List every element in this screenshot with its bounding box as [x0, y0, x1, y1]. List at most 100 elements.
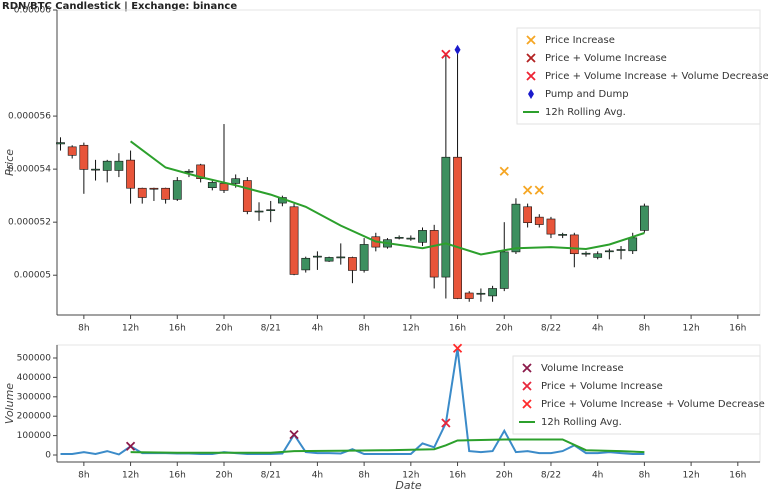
legend-label: Price + Volume Increase: [545, 53, 667, 64]
candle-body: [137, 187, 147, 198]
candle-body: [429, 230, 439, 278]
x-tick-label: 20h: [215, 324, 232, 334]
x-tick-label: 16h: [729, 324, 746, 334]
rolling-avg-line: [130, 140, 645, 256]
y-tick-label: 500000: [17, 354, 52, 364]
candle-body: [476, 292, 486, 295]
candle-body: [149, 187, 159, 190]
legend-box: [516, 27, 761, 125]
y-axis-label: Volume: [3, 383, 16, 424]
x-tick-label: 12h: [402, 324, 419, 334]
y-tick-label: 400000: [17, 373, 52, 383]
x-tick-label: 8h: [358, 471, 369, 481]
x-tick-label: 8/21: [261, 471, 281, 481]
x-axis-label: Date: [395, 479, 422, 491]
signal-marker: [454, 44, 461, 55]
rolling-avg-line: [130, 438, 645, 454]
candle-body: [359, 244, 369, 271]
candle-body: [488, 288, 497, 297]
x-tick-label: 8h: [639, 324, 650, 334]
candle-body: [511, 203, 521, 253]
signal-marker: [499, 166, 509, 176]
x-tick-label: 12h: [683, 324, 700, 334]
x-tick-label: 16h: [449, 324, 466, 334]
y-tick-label: 0: [45, 451, 51, 461]
candle-body: [499, 251, 509, 289]
legend-label: 12h Rolling Avg.: [545, 107, 626, 118]
candle-body: [628, 237, 638, 252]
candle-body: [196, 164, 206, 179]
candle-body: [523, 206, 533, 224]
y-tick-label: 0.00006: [14, 6, 51, 16]
x-tick-label: 16h: [729, 471, 746, 481]
x-tick-label: 20h: [496, 324, 513, 334]
signal-marker: [125, 441, 136, 451]
candle-body: [464, 292, 474, 299]
y-tick-label: 0.00005: [14, 271, 51, 281]
candle-body: [207, 182, 217, 188]
legend-swatch: [522, 363, 532, 373]
x-tick-label: 8h: [78, 324, 89, 334]
x-tick-label: 20h: [496, 471, 513, 481]
x-tick-label: 4h: [592, 471, 603, 481]
x-tick-label: 16h: [449, 471, 466, 481]
x-tick-label: 8h: [78, 471, 89, 481]
legend-swatch: [528, 89, 534, 99]
candle-body: [406, 237, 416, 240]
x-tick-label: 12h: [122, 324, 139, 334]
x-tick-label: 16h: [169, 324, 186, 334]
y-tick-label: 0.000056: [8, 112, 51, 122]
candle-body: [102, 160, 112, 171]
candle-body: [593, 253, 603, 258]
candle-body: [67, 146, 77, 156]
legend-box: [512, 355, 761, 435]
signal-marker: [534, 185, 544, 195]
candle-body: [441, 156, 451, 278]
signal-marker: [522, 185, 533, 195]
candle-body: [219, 183, 229, 191]
candle-body: [91, 168, 100, 171]
candle-body: [114, 160, 124, 171]
candle-body: [254, 210, 264, 213]
x-tick-label: 4h: [592, 324, 603, 334]
signal-marker: [452, 343, 463, 353]
candle-body: [546, 218, 556, 235]
candle-body: [534, 216, 544, 225]
x-tick-label: 4h: [312, 471, 323, 481]
candle-body: [348, 257, 357, 271]
x-tick-label: 12h: [122, 471, 139, 481]
x-tick-label: 8h: [639, 471, 650, 481]
legend-label: Volume Increase: [541, 363, 624, 374]
x-tick-label: 12h: [683, 471, 700, 481]
x-tick-label: 8h: [358, 324, 369, 334]
y-tick-label: 100000: [17, 431, 52, 441]
candle-body: [79, 144, 89, 170]
x-tick-label: 4h: [312, 324, 323, 334]
candle-body: [569, 234, 579, 255]
x-tick-label: 20h: [215, 471, 232, 481]
candle-body: [336, 256, 346, 259]
candle-body: [581, 252, 591, 255]
chart-title: RDN/BTC Candlestick | Exchange: binance: [2, 1, 237, 12]
legend-swatch: [526, 35, 536, 45]
x-tick-label: 8/21: [261, 324, 281, 334]
y-tick-label: 0.000054: [8, 165, 51, 175]
candle-body: [640, 205, 649, 231]
candle-body: [289, 206, 299, 275]
legend-swatch: [526, 53, 536, 63]
candle-body: [558, 234, 568, 236]
candle-body: [126, 159, 135, 189]
legend-label: Price + Volume Increase: [541, 381, 663, 392]
candle-body: [266, 209, 276, 212]
candle-body: [56, 142, 65, 145]
candle-body: [324, 257, 334, 262]
legend-swatch: [522, 399, 532, 409]
candle-body: [616, 249, 626, 251]
y-tick-label: 300000: [17, 392, 52, 402]
x-tick-label: 8/22: [541, 324, 561, 334]
candle-body: [394, 236, 404, 239]
candle-body: [313, 255, 322, 258]
legend-label: Price + Volume Increase + Volume Decreas…: [541, 399, 765, 410]
